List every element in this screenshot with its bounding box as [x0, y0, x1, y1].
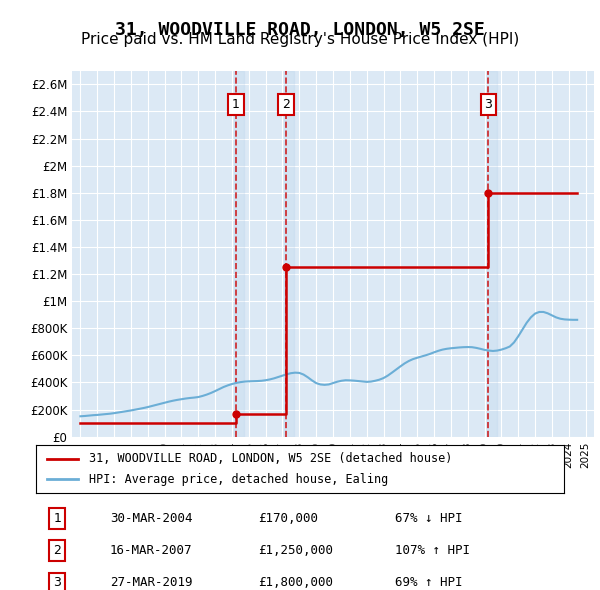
- Text: 67% ↓ HPI: 67% ↓ HPI: [395, 512, 463, 525]
- Text: 1: 1: [53, 512, 61, 525]
- Text: 3: 3: [53, 576, 61, 589]
- Text: 30-MAR-2004: 30-MAR-2004: [110, 512, 193, 525]
- Text: HPI: Average price, detached house, Ealing: HPI: Average price, detached house, Eali…: [89, 473, 388, 486]
- Text: 107% ↑ HPI: 107% ↑ HPI: [395, 544, 470, 557]
- Text: 3: 3: [484, 98, 493, 111]
- Text: £1,250,000: £1,250,000: [258, 544, 333, 557]
- Bar: [487, 71, 497, 437]
- Bar: [284, 71, 295, 437]
- Text: £170,000: £170,000: [258, 512, 318, 525]
- Text: 31, WOODVILLE ROAD, LONDON, W5 2SE: 31, WOODVILLE ROAD, LONDON, W5 2SE: [115, 21, 485, 39]
- Text: £1,800,000: £1,800,000: [258, 576, 333, 589]
- Text: 69% ↑ HPI: 69% ↑ HPI: [395, 576, 463, 589]
- Text: 16-MAR-2007: 16-MAR-2007: [110, 544, 193, 557]
- Text: 2: 2: [53, 544, 61, 557]
- Text: 31, WOODVILLE ROAD, LONDON, W5 2SE (detached house): 31, WOODVILLE ROAD, LONDON, W5 2SE (deta…: [89, 452, 452, 465]
- Text: 2: 2: [282, 98, 290, 111]
- Text: 1: 1: [232, 98, 240, 111]
- Text: Price paid vs. HM Land Registry's House Price Index (HPI): Price paid vs. HM Land Registry's House …: [81, 32, 519, 47]
- Text: 27-MAR-2019: 27-MAR-2019: [110, 576, 193, 589]
- Bar: [234, 71, 244, 437]
